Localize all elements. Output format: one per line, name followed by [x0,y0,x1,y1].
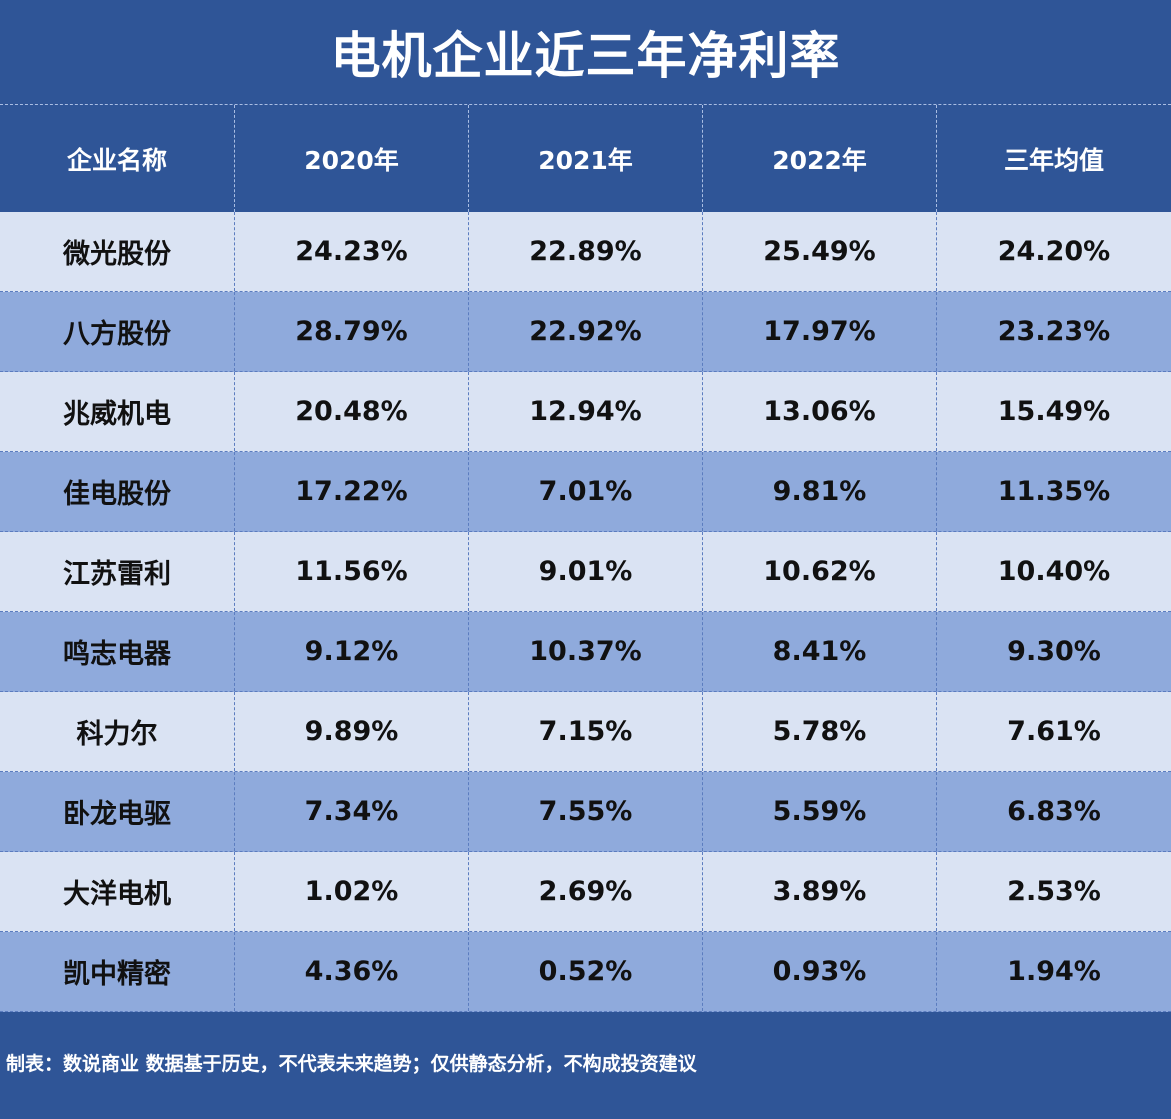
value-2020-cell: 1.02% [235,852,469,931]
company-name-cell: 鸣志电器 [0,612,235,691]
company-name-cell: 凯中精密 [0,932,235,1011]
average-cell: 11.35% [997,476,1111,507]
value-2022-cell: 13.06% [703,372,937,451]
average-cell: 23.23% [997,316,1111,347]
value-2022-cell: 10.62% [703,532,937,611]
average-cell: 7.61% [1007,716,1101,747]
value-2020-cell: 24.23% [235,212,469,291]
value-2020-cell: 4.36% [235,932,469,1011]
company-name-cell: 卧龙电驱 [0,772,235,851]
value-2020-cell: 11.56% [235,532,469,611]
average-cell: 9.30% [1007,636,1101,667]
header-2021: 2021年 [469,105,703,212]
header-three-year-average: 三年均值 [1003,145,1104,175]
table-row: 大洋电机 1.02% 2.69% 3.89% 2.53% [0,852,1171,932]
average-cell: 6.83% [1007,796,1101,827]
value-2022-cell: 5.59% [703,772,937,851]
table-row: 凯中精密 4.36% 0.52% 0.93% 1.94% [0,932,1171,1012]
value-2021-cell: 10.37% [469,612,703,691]
header-company-name: 企业名称 [0,105,235,212]
value-2022-cell: 9.81% [703,452,937,531]
average-cell: 24.20% [997,236,1111,267]
value-2020-cell: 28.79% [235,292,469,371]
value-2021-cell: 9.01% [469,532,703,611]
company-name-cell: 大洋电机 [0,852,235,931]
table-header-row: 企业名称 2020年 2021年 2022年 三年均值 [0,105,1171,212]
source-footnote: 制表：数说商业 数据基于历史，不代表未来趋势；仅供静态分析，不构成投资建议 [6,1053,697,1075]
header-2020: 2020年 [235,105,469,212]
value-2022-cell: 0.93% [703,932,937,1011]
value-2022-cell: 25.49% [703,212,937,291]
value-2020-cell: 9.12% [235,612,469,691]
value-2021-cell: 22.89% [469,212,703,291]
value-2021-cell: 22.92% [469,292,703,371]
table-row: 鸣志电器 9.12% 10.37% 8.41% 9.30% [0,612,1171,692]
table-row: 兆威机电 20.48% 12.94% 13.06% 15.49% [0,372,1171,452]
value-2020-cell: 17.22% [235,452,469,531]
average-cell: 15.49% [997,396,1111,427]
company-name-cell: 科力尔 [0,692,235,771]
value-2021-cell: 0.52% [469,932,703,1011]
value-2022-cell: 17.97% [703,292,937,371]
value-2021-cell: 2.69% [469,852,703,931]
value-2021-cell: 7.01% [469,452,703,531]
average-cell: 2.53% [1007,876,1101,907]
page-title: 电机企业近三年净利率 [0,0,1171,105]
value-2020-cell: 9.89% [235,692,469,771]
value-2020-cell: 7.34% [235,772,469,851]
table-row: 八方股份 28.79% 22.92% 17.97% 23.23% [0,292,1171,372]
company-name-cell: 佳电股份 [0,452,235,531]
value-2021-cell: 7.15% [469,692,703,771]
company-name-cell: 八方股份 [0,292,235,371]
header-2022: 2022年 [703,105,937,212]
net-margin-table: 企业名称 2020年 2021年 2022年 三年均值 微光股份 24.23% … [0,105,1171,1012]
table-row: 科力尔 9.89% 7.15% 5.78% 7.61% [0,692,1171,772]
company-name-cell: 兆威机电 [0,372,235,451]
company-name-cell: 江苏雷利 [0,532,235,611]
table-row: 江苏雷利 11.56% 9.01% 10.62% 10.40% [0,532,1171,612]
average-cell: 1.94% [1007,956,1101,987]
value-2022-cell: 5.78% [703,692,937,771]
table-row: 佳电股份 17.22% 7.01% 9.81% 11.35% [0,452,1171,532]
table-row: 卧龙电驱 7.34% 7.55% 5.59% 6.83% [0,772,1171,852]
value-2021-cell: 12.94% [469,372,703,451]
table-row: 微光股份 24.23% 22.89% 25.49% 24.20% [0,212,1171,292]
value-2022-cell: 3.89% [703,852,937,931]
value-2021-cell: 7.55% [469,772,703,851]
average-cell: 10.40% [997,556,1111,587]
company-name-cell: 微光股份 [0,212,235,291]
value-2022-cell: 8.41% [703,612,937,691]
value-2020-cell: 20.48% [235,372,469,451]
